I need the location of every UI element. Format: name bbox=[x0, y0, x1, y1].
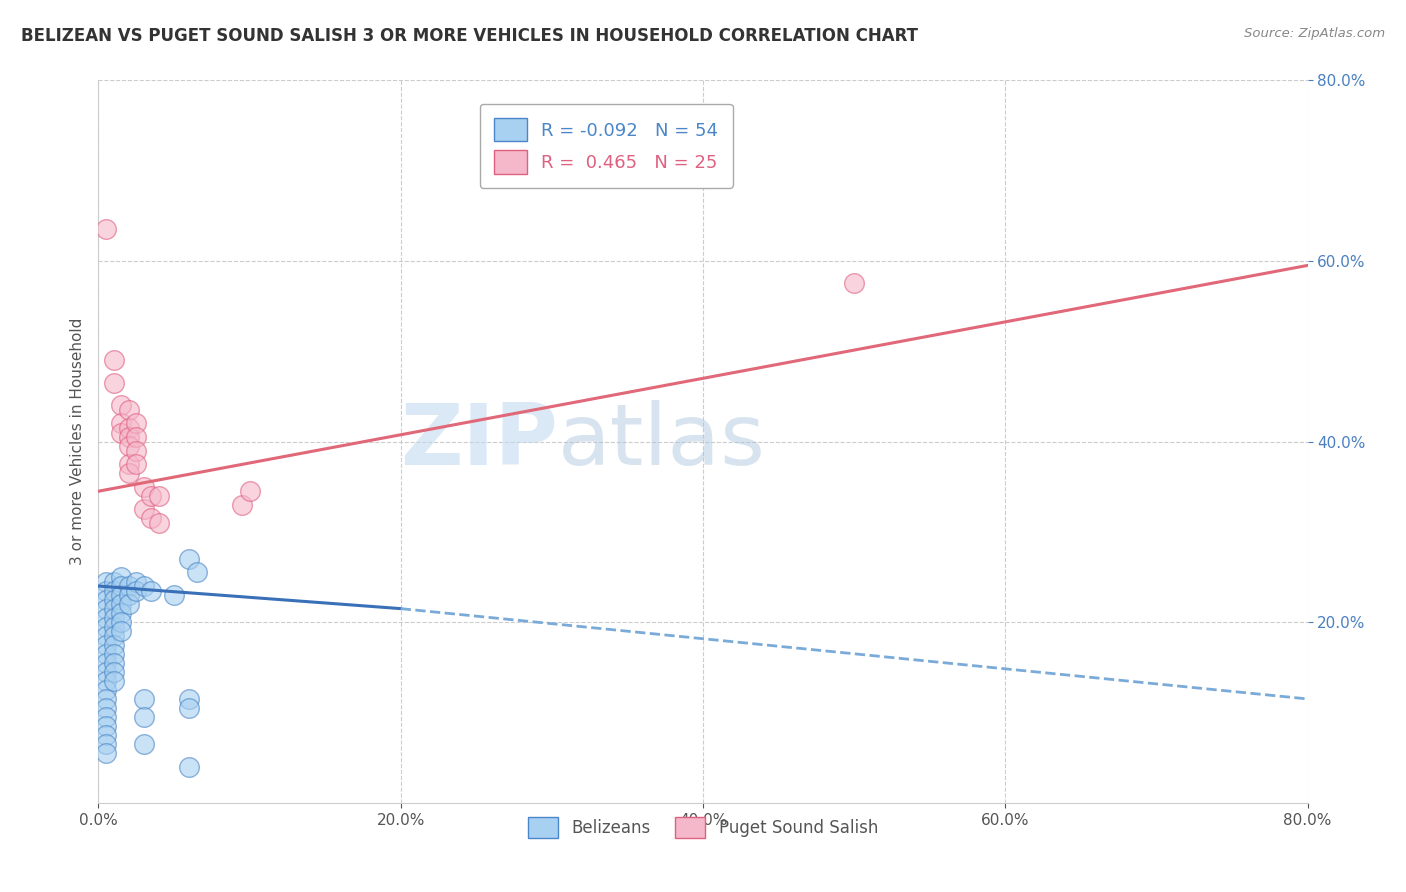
Point bbox=[118, 466, 141, 480]
Point bbox=[186, 566, 208, 580]
Point bbox=[94, 222, 117, 236]
Text: ZIP: ZIP bbox=[401, 400, 558, 483]
Point bbox=[118, 439, 141, 453]
Point bbox=[141, 583, 163, 598]
Point bbox=[103, 353, 125, 368]
Point bbox=[231, 498, 253, 512]
Point bbox=[125, 457, 148, 471]
Text: atlas: atlas bbox=[558, 400, 766, 483]
Point bbox=[179, 701, 201, 715]
Point bbox=[110, 606, 132, 620]
Point bbox=[103, 592, 125, 607]
Point bbox=[94, 638, 117, 652]
Point bbox=[125, 574, 148, 589]
Point bbox=[103, 620, 125, 634]
Point bbox=[94, 719, 117, 733]
Point bbox=[132, 502, 155, 516]
Point bbox=[94, 710, 117, 724]
Point bbox=[125, 443, 148, 458]
Point bbox=[118, 403, 141, 417]
Point bbox=[103, 629, 125, 643]
Point bbox=[125, 430, 148, 444]
Point bbox=[94, 647, 117, 661]
Point bbox=[103, 656, 125, 670]
Point bbox=[132, 710, 155, 724]
Point bbox=[844, 277, 866, 291]
Point bbox=[118, 588, 141, 602]
Point bbox=[179, 552, 201, 566]
Point bbox=[125, 417, 148, 431]
Point bbox=[94, 682, 117, 697]
Text: BELIZEAN VS PUGET SOUND SALISH 3 OR MORE VEHICLES IN HOUSEHOLD CORRELATION CHART: BELIZEAN VS PUGET SOUND SALISH 3 OR MORE… bbox=[21, 27, 918, 45]
Point bbox=[103, 376, 125, 390]
Point bbox=[132, 579, 155, 593]
Point bbox=[94, 737, 117, 751]
Point bbox=[94, 728, 117, 742]
Point bbox=[118, 430, 141, 444]
Point bbox=[141, 489, 163, 503]
Point bbox=[148, 489, 170, 503]
Point bbox=[94, 692, 117, 706]
Point bbox=[94, 601, 117, 615]
Point bbox=[118, 579, 141, 593]
Point bbox=[118, 421, 141, 435]
Point bbox=[103, 665, 125, 679]
Point bbox=[110, 588, 132, 602]
Point bbox=[94, 610, 117, 624]
Point bbox=[110, 417, 132, 431]
Point bbox=[103, 574, 125, 589]
Point bbox=[179, 760, 201, 774]
Point bbox=[94, 620, 117, 634]
Point bbox=[132, 692, 155, 706]
Point bbox=[94, 583, 117, 598]
Point bbox=[148, 516, 170, 530]
Y-axis label: 3 or more Vehicles in Household: 3 or more Vehicles in Household bbox=[69, 318, 84, 566]
Point bbox=[141, 511, 163, 525]
Point bbox=[110, 615, 132, 630]
Point bbox=[103, 583, 125, 598]
Point bbox=[94, 592, 117, 607]
Point bbox=[163, 588, 186, 602]
Point bbox=[118, 597, 141, 611]
Legend: Belizeans, Puget Sound Salish: Belizeans, Puget Sound Salish bbox=[522, 810, 884, 845]
Point bbox=[125, 583, 148, 598]
Point bbox=[110, 570, 132, 584]
Point bbox=[110, 398, 132, 412]
Point bbox=[110, 425, 132, 440]
Point bbox=[179, 692, 201, 706]
Point bbox=[103, 601, 125, 615]
Point bbox=[103, 610, 125, 624]
Point bbox=[132, 737, 155, 751]
Point bbox=[132, 480, 155, 494]
Point bbox=[239, 484, 262, 499]
Point bbox=[103, 673, 125, 688]
Point bbox=[110, 597, 132, 611]
Point bbox=[110, 579, 132, 593]
Point bbox=[94, 656, 117, 670]
Point bbox=[94, 746, 117, 760]
Point bbox=[94, 673, 117, 688]
Point bbox=[94, 574, 117, 589]
Point bbox=[103, 638, 125, 652]
Point bbox=[94, 665, 117, 679]
Text: Source: ZipAtlas.com: Source: ZipAtlas.com bbox=[1244, 27, 1385, 40]
Point bbox=[118, 457, 141, 471]
Point bbox=[103, 647, 125, 661]
Point bbox=[94, 629, 117, 643]
Point bbox=[110, 624, 132, 639]
Point bbox=[94, 701, 117, 715]
